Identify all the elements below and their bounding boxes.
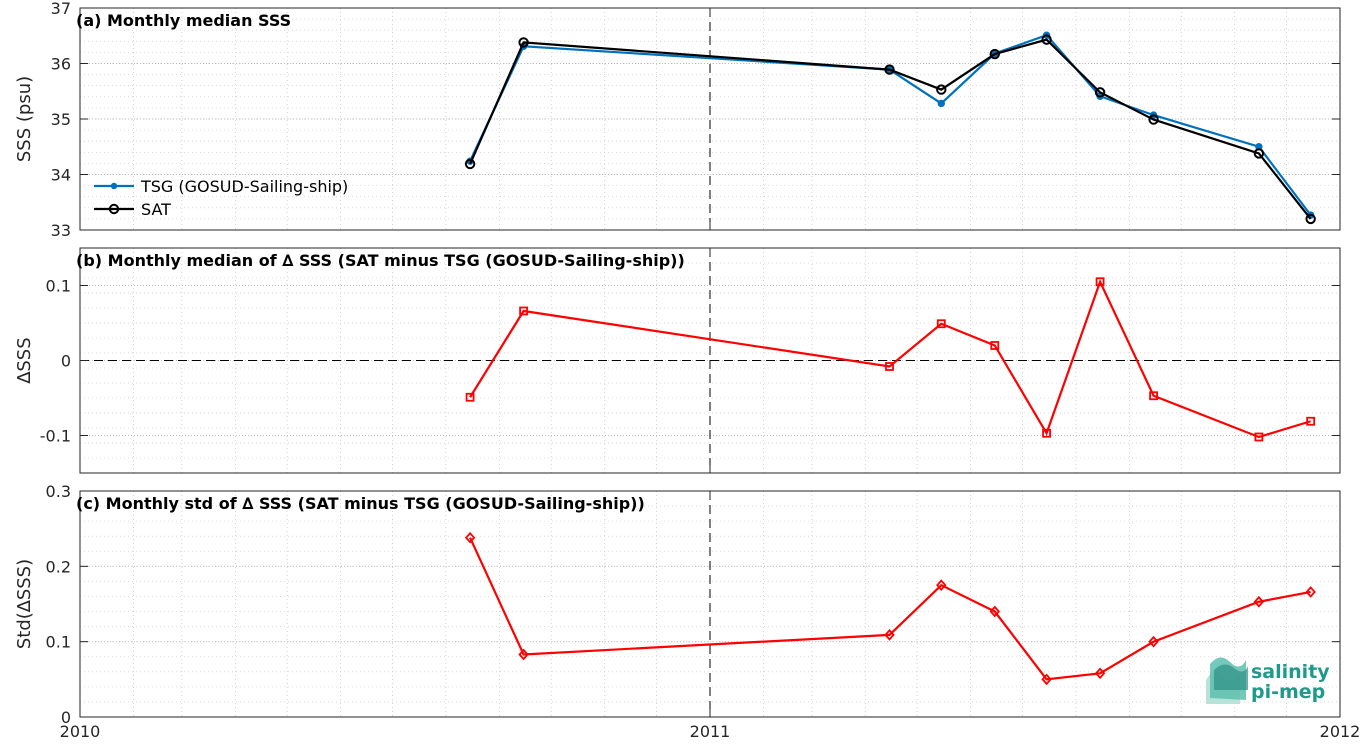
data-point — [989, 605, 1000, 618]
panel-title: (c) Monthly std of ∆ SSS (SAT minus TSG … — [76, 494, 645, 513]
y-tick-label: 37 — [51, 0, 71, 18]
data-point — [1305, 213, 1316, 225]
data-point — [518, 648, 529, 661]
y-tick-label: 34 — [51, 166, 71, 185]
data-point — [1042, 428, 1051, 438]
logo: salinity pi-mep — [1206, 657, 1330, 704]
data-point — [1305, 586, 1316, 598]
data-point — [936, 319, 946, 329]
y-tick-label: 0.2 — [46, 557, 71, 576]
data-point — [885, 362, 894, 371]
data-point — [518, 37, 529, 48]
y-tick-label: 0 — [61, 352, 71, 371]
x-tick-label: 2011 — [690, 722, 731, 741]
data-point — [1253, 595, 1265, 608]
panel-title: (b) Monthly median of ∆ SSS (SAT minus T… — [76, 251, 685, 270]
y-tick-label: 0.1 — [46, 633, 71, 652]
legend-marker — [110, 182, 118, 190]
series-line — [469, 537, 1311, 681]
data-point — [1094, 667, 1106, 680]
data-point — [990, 341, 1000, 350]
data-point — [1254, 432, 1264, 442]
series-line — [469, 33, 1312, 216]
x-tick-label: 2010 — [60, 722, 101, 741]
data-point — [884, 64, 895, 75]
panel-title: (a) Monthly median SSS — [76, 11, 291, 30]
data-point — [1041, 673, 1052, 686]
legend-label: SAT — [141, 200, 171, 219]
logo-wave-icon — [1206, 657, 1248, 704]
data-point — [464, 531, 476, 544]
y-tick-label: 0.3 — [46, 482, 71, 501]
data-point — [519, 306, 528, 316]
x-tick-label: 2012 — [1320, 722, 1361, 741]
y-axis-label: ∆SSS — [14, 337, 35, 384]
data-point — [1095, 277, 1105, 287]
panel-1: 33 34 35 36 37 SSS (psu) (a) Monthly median SS… — [14, 0, 1341, 240]
data-point — [936, 579, 947, 592]
data-point — [1306, 416, 1316, 426]
data-point — [989, 48, 1000, 60]
y-tick-label: -0.1 — [40, 427, 71, 446]
legend-label: TSG (GOSUD-Sailing-ship) — [140, 177, 348, 196]
y-tick-label: 36 — [51, 55, 71, 74]
y-tick-label: 0.1 — [46, 277, 71, 296]
data-point — [937, 99, 945, 108]
data-point — [464, 158, 476, 170]
data-point — [936, 84, 947, 95]
logo-line1: salinity — [1251, 661, 1330, 683]
data-point — [465, 392, 475, 402]
data-point — [1041, 34, 1052, 45]
series-line — [469, 278, 1311, 439]
data-point — [1148, 114, 1159, 125]
data-point — [1094, 87, 1106, 98]
y-tick-label: 33 — [51, 221, 71, 240]
y-axis-label: SSS (psu) — [14, 76, 35, 162]
data-point — [884, 629, 895, 641]
logo-line2: pi-mep — [1251, 681, 1325, 703]
y-axis-label: Std(∆SSS) — [14, 559, 35, 649]
panel-3: 0 0.1 0.2 0.3 2010 2011 2012 Std(∆SSS) (c) Month… — [14, 482, 1360, 741]
data-point — [1253, 148, 1265, 159]
y-tick-label: 0 — [61, 708, 71, 727]
data-point — [1149, 391, 1158, 401]
data-point — [1148, 635, 1159, 648]
panel-2: -0.1 0 0.1 ∆SSS (b) Monthly median of ∆ SSS … — [14, 247, 1341, 474]
y-tick-label: 35 — [51, 110, 71, 129]
series-line — [469, 38, 1312, 220]
legend-marker — [108, 203, 120, 215]
